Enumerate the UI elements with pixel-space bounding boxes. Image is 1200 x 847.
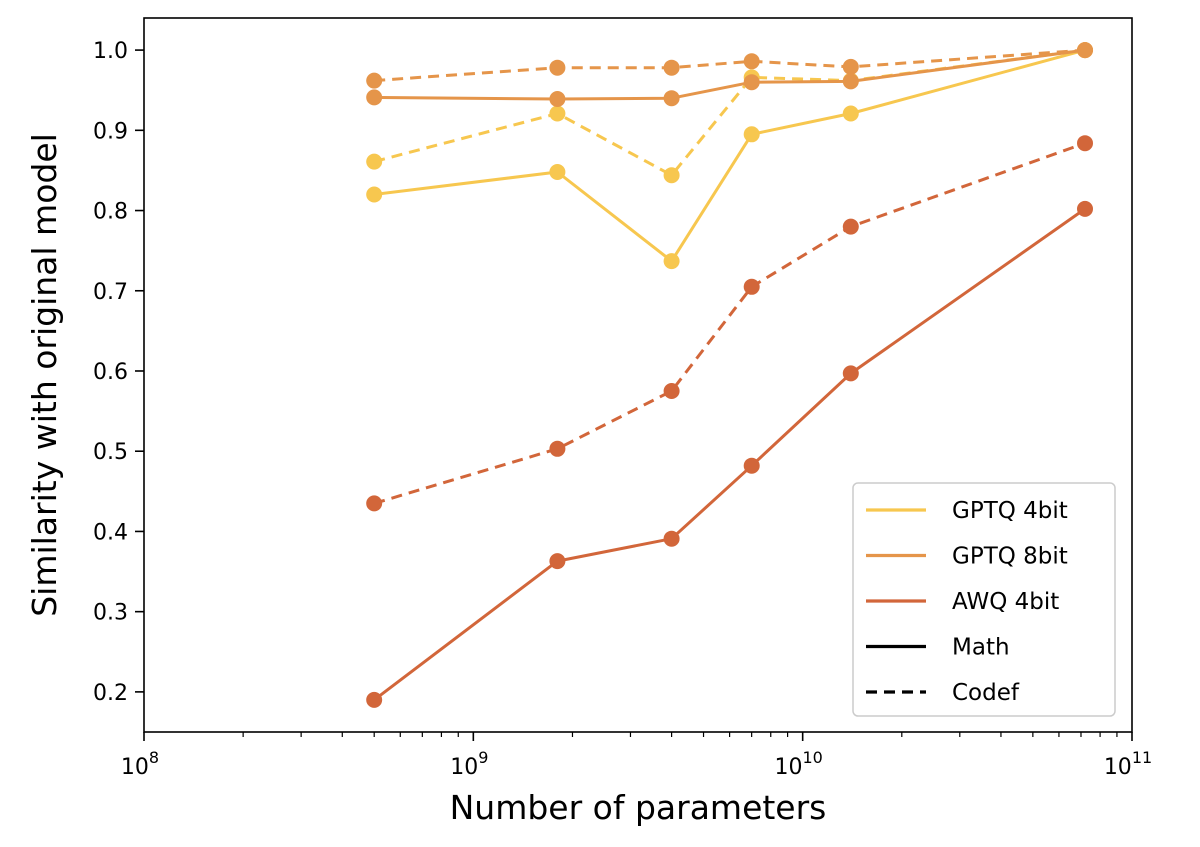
series-line	[374, 48, 1086, 83]
data-point	[549, 164, 566, 180]
y-tick-label: 0.9	[93, 119, 128, 144]
data-point	[366, 72, 383, 89]
data-point	[1077, 42, 1093, 59]
data-point	[743, 53, 760, 70]
x-tick-exponent: 10	[802, 748, 822, 767]
series-awq-4bit-codef	[366, 135, 1093, 512]
data-point	[366, 495, 383, 512]
data-point	[1077, 135, 1093, 152]
x-tick-exponent: 9	[478, 748, 488, 767]
legend-label: GPTQ 8bit	[952, 544, 1068, 570]
plot-frame	[143, 17, 1133, 733]
data-point	[366, 153, 383, 170]
data-point	[842, 365, 859, 382]
y-tick-label: 1.0	[93, 39, 128, 64]
data-point	[549, 59, 566, 76]
data-point	[842, 73, 859, 90]
series-gptq-4bit-math	[366, 42, 1093, 270]
x-axis-title: Number of parameters	[450, 788, 827, 827]
series-gptq-8bit-codef	[366, 42, 1093, 89]
data-point	[663, 530, 680, 547]
y-tick-label: 0.5	[93, 440, 128, 465]
data-point	[842, 58, 859, 75]
data-point	[549, 91, 566, 107]
data-point	[842, 218, 859, 235]
data-point	[366, 89, 383, 106]
legend-box	[852, 482, 1116, 717]
data-point	[663, 383, 680, 399]
data-point	[549, 553, 566, 570]
x-tick-exponent: 11	[1132, 748, 1152, 767]
data-point	[663, 167, 680, 184]
series-line	[373, 207, 1086, 702]
legend-label: GPTQ 4bit	[952, 498, 1068, 524]
legend-label: Math	[952, 635, 1010, 661]
data-point	[743, 126, 760, 143]
data-point	[663, 59, 680, 76]
legend: GPTQ 4bit GPTQ 8bit AWQ 4bit Math Codef	[852, 482, 1116, 717]
series-line	[374, 48, 1086, 101]
data-point	[663, 253, 680, 270]
data-point	[743, 278, 760, 295]
data-point	[1077, 200, 1093, 217]
y-tick-label: 0.4	[93, 520, 128, 545]
data-point	[842, 105, 859, 122]
x-tick-base: 10	[774, 755, 802, 780]
x-tick-base: 10	[1104, 755, 1132, 780]
series-line	[373, 141, 1086, 505]
y-tick-label: 0.2	[93, 681, 128, 706]
x-tick-label: 1011	[1104, 748, 1152, 780]
series-gptq-8bit-math	[366, 42, 1093, 107]
x-tick-exponent: 8	[149, 748, 159, 767]
legend-label: Codef	[952, 680, 1020, 706]
series-line	[373, 48, 1086, 177]
y-tick-label: 0.3	[93, 601, 128, 626]
y-tick-label: 0.7	[93, 280, 128, 305]
data-point	[549, 105, 566, 122]
data-point	[743, 457, 760, 474]
x-tick-base: 10	[121, 755, 149, 780]
y-axis-title: Similarity with original model	[25, 133, 64, 617]
data-point	[549, 440, 566, 457]
data-point	[663, 90, 680, 107]
x-tick-base: 10	[450, 755, 478, 780]
x-tick-label: 108	[121, 748, 159, 780]
data-point	[743, 74, 760, 91]
y-tick-label: 0.8	[93, 200, 128, 225]
legend-label: AWQ 4bit	[952, 589, 1059, 615]
x-tick-label: 109	[450, 748, 488, 780]
y-tick-label: 0.6	[93, 360, 128, 385]
series-line	[374, 48, 1086, 263]
x-tick-label: 1010	[774, 748, 822, 780]
data-point	[366, 691, 383, 708]
series-awq-4bit-math	[366, 200, 1093, 708]
data-point	[366, 186, 383, 203]
